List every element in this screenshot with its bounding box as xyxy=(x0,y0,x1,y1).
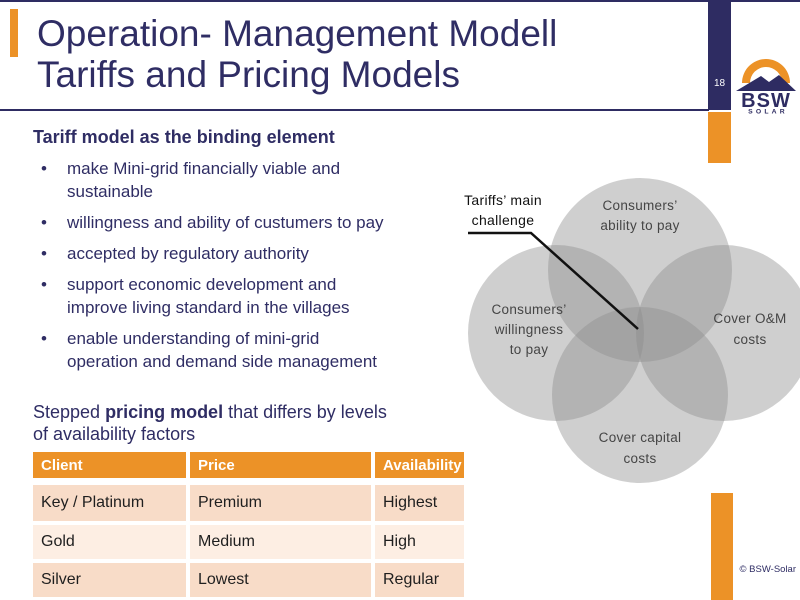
table-header-price: Price xyxy=(190,452,371,478)
venn-circle-ability xyxy=(548,178,732,362)
slide-title-line2: Tariffs and Pricing Models xyxy=(37,54,460,95)
pricing-post: that differs by levels xyxy=(223,402,387,422)
venn-label-om-costs: Cover O&M costs xyxy=(713,311,787,347)
bullet-item: support economic development and improve… xyxy=(33,273,435,319)
venn-label-capital-costs: Cover capital costs xyxy=(598,430,682,466)
table-cell: High xyxy=(375,525,464,559)
venn-callout-label: Tariffs’ main challenge xyxy=(464,192,542,228)
slide-title-line1: Operation- Management Modell xyxy=(37,13,558,54)
roof-icon xyxy=(736,75,796,91)
venn-circle-capital-costs xyxy=(552,307,728,483)
orange-accent-bar-bottom xyxy=(711,493,733,600)
pricing-bold: pricing model xyxy=(105,402,224,422)
venn-label-ability: Consumers’ ability to pay xyxy=(600,198,680,233)
bullet-item: accepted by regulatory authority xyxy=(33,242,435,265)
slide-top-border xyxy=(0,0,800,2)
table-cell: Medium xyxy=(190,525,371,559)
table-cell: Highest xyxy=(375,485,464,521)
venn-circle-willingness xyxy=(468,245,644,421)
left-content: Tariff model as the binding element make… xyxy=(33,127,435,381)
table-cell: Gold xyxy=(33,525,186,559)
page-number: 18 xyxy=(713,78,726,89)
pricing-pre: Stepped xyxy=(33,402,106,422)
table-row: Key / Platinum Premium Highest xyxy=(33,485,464,521)
sun-arc-icon xyxy=(742,59,790,83)
table-cell: Lowest xyxy=(190,563,371,597)
bullet-list: make Mini-grid financially viable and su… xyxy=(33,157,435,373)
pricing-statement-line2: of availability factors xyxy=(33,424,196,444)
table-header-client: Client xyxy=(33,452,186,478)
bsw-solar-logo: BSW SOLAR xyxy=(736,59,796,115)
copyright-note: © BSW-Solar xyxy=(739,564,796,575)
table-header-row: Client Price Availability xyxy=(33,452,464,478)
logo-name: BSW xyxy=(741,90,791,112)
venn-label-willingness: Consumers’ willingness to pay xyxy=(491,302,567,357)
table-cell: Premium xyxy=(190,485,371,521)
table-cell: Regular xyxy=(375,563,464,597)
table-header-availability: Availability xyxy=(375,452,464,478)
bullet-item: make Mini-grid financially viable and su… xyxy=(33,157,435,203)
logo-subtitle: SOLAR xyxy=(748,109,788,115)
venn-circle-om-costs xyxy=(636,245,800,421)
pricing-statement: Stepped pricing model that differs by le… xyxy=(33,401,453,445)
table-cell: Key / Platinum xyxy=(33,485,186,521)
callout-line xyxy=(468,231,639,330)
orange-accent-bar-top xyxy=(10,9,18,57)
title-divider-rule xyxy=(0,109,709,111)
venn-diagram xyxy=(468,178,800,483)
section-heading: Tariff model as the binding element xyxy=(33,127,335,147)
pricing-table: Client Price Availability Key / Platinum… xyxy=(33,452,464,600)
table-row: Gold Medium High xyxy=(33,525,464,559)
table-cell: Silver xyxy=(33,563,186,597)
orange-accent-block-side xyxy=(708,112,731,163)
pricing-statement-line1: Stepped pricing model that differs by le… xyxy=(33,401,453,423)
side-navy-band: 18 xyxy=(708,0,731,110)
slide-title: Operation- Management Modell Tariffs and… xyxy=(37,13,557,95)
table-row: Silver Lowest Regular xyxy=(33,563,464,597)
bullet-item: enable understanding of mini-grid operat… xyxy=(33,327,435,373)
bullet-item: willingness and ability of custumers to … xyxy=(33,211,435,234)
